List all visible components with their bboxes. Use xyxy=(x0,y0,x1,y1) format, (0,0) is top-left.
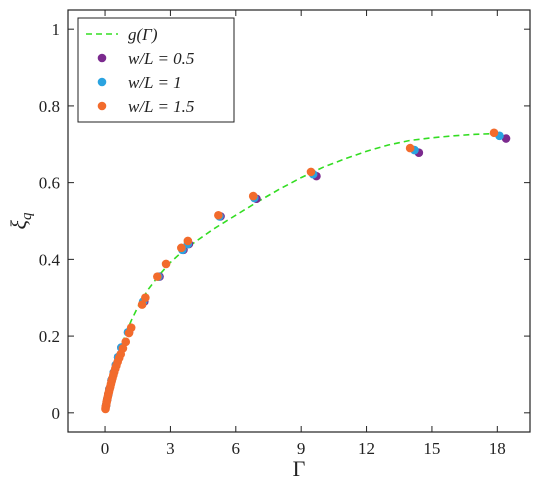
axes-frame xyxy=(67,9,531,433)
data-point xyxy=(183,236,193,246)
series-1 xyxy=(101,131,504,410)
data-point xyxy=(214,210,223,220)
legend-label: w/L = 1 xyxy=(128,73,182,92)
legend-label: w/L = 1.5 xyxy=(128,97,194,116)
data-point xyxy=(137,300,147,309)
series-2 xyxy=(101,128,499,414)
x-tick-label: 9 xyxy=(297,439,306,458)
legend-dot-swatch xyxy=(97,77,107,87)
fit-curve xyxy=(104,132,498,412)
data-point xyxy=(118,344,128,353)
axis-ticks: 0 3 6 9 12 15 18 0 0.2 0.4 0.6 0.8 1 xyxy=(39,10,530,458)
y-tick-label: 0.6 xyxy=(39,174,60,193)
data-point xyxy=(405,143,415,153)
data-point xyxy=(161,259,171,269)
legend-dot-swatch xyxy=(97,101,107,111)
legend-dot-swatch xyxy=(97,53,107,63)
data-point xyxy=(177,243,186,253)
legend-item: w/L = 1 xyxy=(97,73,182,92)
legend-item: w/L = 1.5 xyxy=(97,97,194,116)
plot-area xyxy=(101,128,511,414)
legend-item: w/L = 0.5 xyxy=(97,49,194,68)
data-point xyxy=(121,337,131,347)
x-tick-label: 6 xyxy=(232,439,241,458)
legend: g(Γ) w/L = 0.5 w/L = 1 w/L = 1.5 xyxy=(77,17,235,123)
data-point xyxy=(489,128,499,138)
y-tick-label: 0.8 xyxy=(39,97,60,116)
y-tick-label: 1 xyxy=(52,20,61,39)
legend-label: g(Γ) xyxy=(128,25,158,44)
x-axis-label: Γ xyxy=(293,456,306,481)
svg-text:ξq: ξq xyxy=(6,212,35,229)
x-tick-label: 18 xyxy=(489,439,506,458)
y-tick-label: 0.4 xyxy=(39,250,61,269)
y-tick-label: 0 xyxy=(52,404,61,423)
data-point xyxy=(153,272,162,281)
x-tick-label: 15 xyxy=(423,439,440,458)
x-tick-label: 0 xyxy=(101,439,110,458)
data-point xyxy=(141,293,150,303)
data-point xyxy=(501,134,511,143)
data-point xyxy=(248,191,258,201)
legend-label: w/L = 0.5 xyxy=(128,49,194,68)
y-tick-label: 0.2 xyxy=(39,327,60,346)
y-axis-label: ξq xyxy=(6,212,35,229)
data-point xyxy=(306,167,316,177)
legend-item: g(Γ) xyxy=(86,25,158,44)
x-tick-label: 12 xyxy=(358,439,375,458)
data-point xyxy=(126,323,136,332)
x-tick-label: 3 xyxy=(166,439,175,458)
